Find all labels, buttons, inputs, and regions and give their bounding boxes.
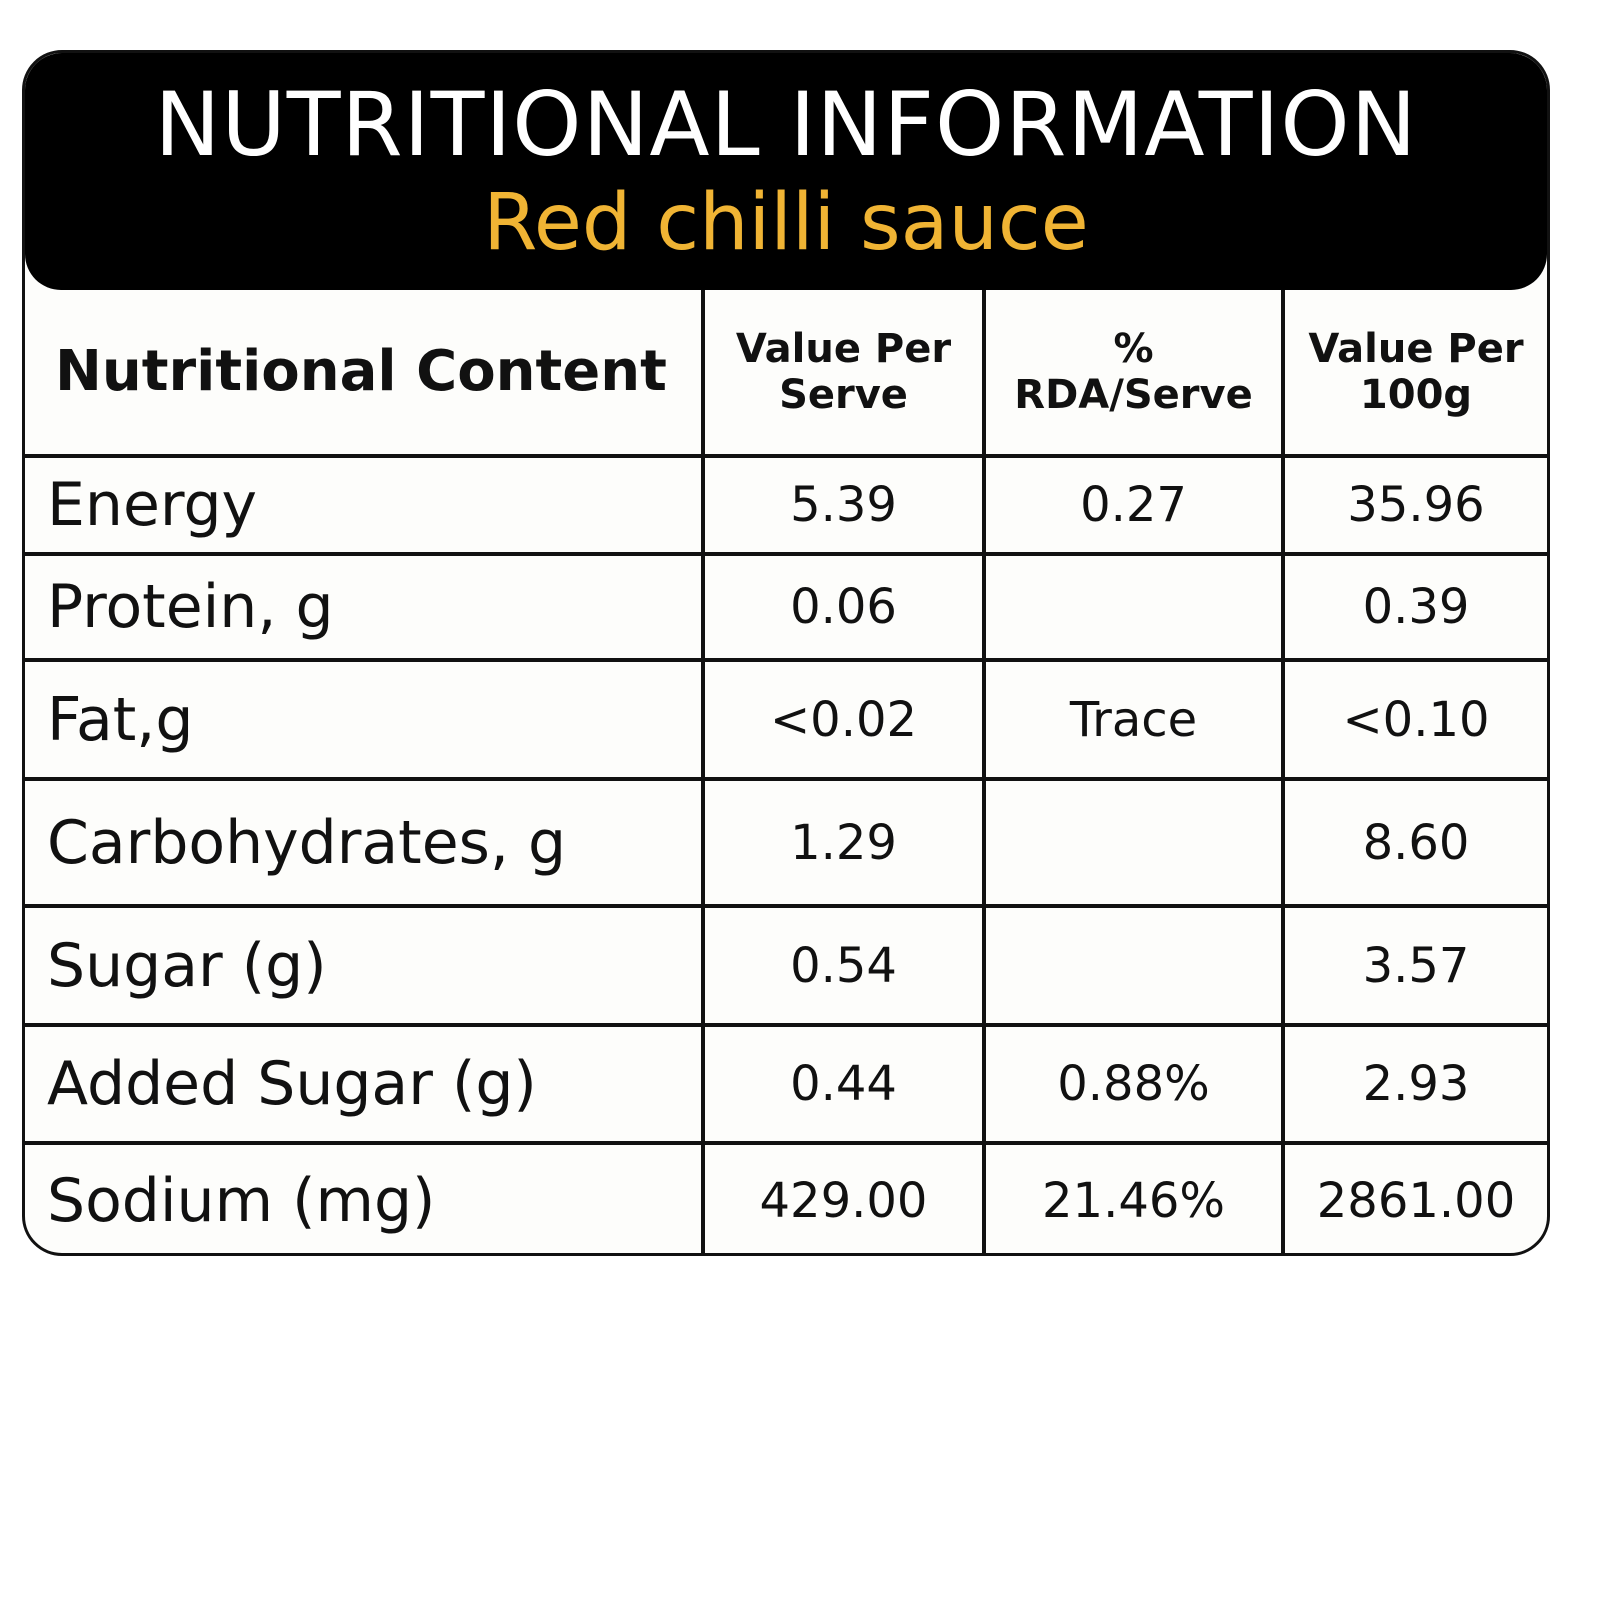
- cell-value: 429.00: [705, 1145, 986, 1253]
- cell-value: 35.96: [1285, 458, 1547, 556]
- cell-value: Trace: [986, 662, 1285, 781]
- column-header: Value Per 100g: [1285, 290, 1547, 458]
- row-label: Added Sugar (g): [25, 1027, 705, 1145]
- cell-value: 0.54: [705, 908, 986, 1027]
- cell-value: 2861.00: [1316, 1172, 1516, 1229]
- row-label: Carbohydrates, g: [25, 781, 705, 908]
- row-label: Fat,g: [25, 662, 705, 781]
- cell-value: 0.27: [986, 458, 1285, 556]
- row-label: Sodium (mg): [25, 1145, 705, 1253]
- title: NUTRITIONAL INFORMATION: [154, 73, 1418, 176]
- header: NUTRITIONAL INFORMATION Red chilli sauce: [25, 53, 1547, 290]
- cell-value: [986, 781, 1285, 908]
- cell-value: 8.60: [1285, 781, 1547, 908]
- column-header: Nutritional Content: [25, 290, 705, 458]
- cell-value: <0.10: [1285, 662, 1547, 781]
- cell-value: [986, 556, 1285, 662]
- cell-value: 5.39: [705, 458, 986, 556]
- cell-value: <0.02: [705, 662, 986, 781]
- cell-value: [986, 908, 1285, 1027]
- row-label: Sugar (g): [25, 908, 705, 1027]
- cell-value: 1.29: [705, 781, 986, 908]
- column-header: Value Per Serve: [705, 290, 986, 458]
- cell-value: 3.57: [1285, 908, 1547, 1027]
- cell-value: 0.06: [705, 556, 986, 662]
- cell-value: 0.44: [705, 1027, 986, 1145]
- row-label: Energy: [25, 458, 705, 556]
- subtitle: Red chilli sauce: [483, 178, 1089, 268]
- column-header: % RDA/Serve: [986, 290, 1285, 458]
- cell-value: 0.88%: [986, 1027, 1285, 1145]
- cell-value: 2.93: [1285, 1027, 1547, 1145]
- cell-value: 0.39: [1285, 556, 1547, 662]
- table: Nutritional Content Value Per Serve% RDA/…: [25, 290, 1547, 1253]
- cell-value: 21.46%: [986, 1145, 1285, 1253]
- nutrition-card: NUTRITIONAL INFORMATION Red chilli sauce…: [22, 50, 1550, 1256]
- row-label: Protein, g: [25, 556, 705, 662]
